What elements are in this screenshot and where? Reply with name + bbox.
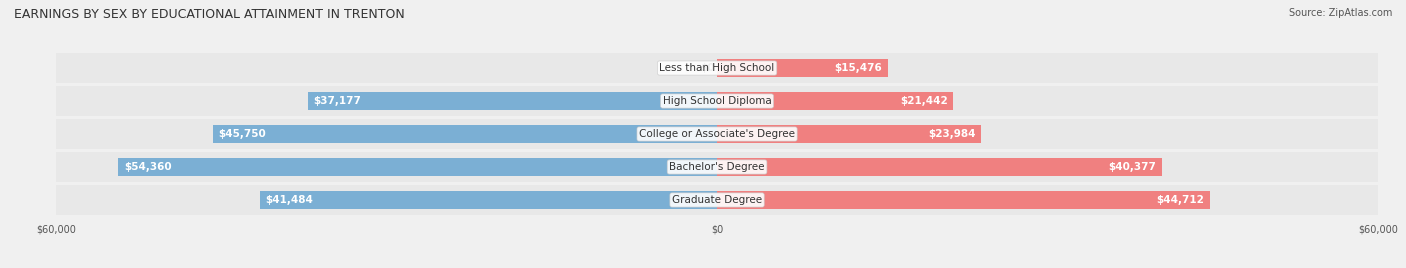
Bar — [717, 158, 1161, 176]
Bar — [308, 92, 717, 110]
Text: High School Diploma: High School Diploma — [662, 96, 772, 106]
Text: $54,360: $54,360 — [124, 162, 172, 172]
Bar — [56, 53, 1378, 83]
Text: $0: $0 — [700, 63, 714, 73]
Bar — [56, 185, 1378, 215]
Text: Less than High School: Less than High School — [659, 63, 775, 73]
Bar — [214, 125, 717, 143]
Text: $41,484: $41,484 — [266, 195, 314, 205]
Text: $45,750: $45,750 — [219, 129, 267, 139]
Text: EARNINGS BY SEX BY EDUCATIONAL ATTAINMENT IN TRENTON: EARNINGS BY SEX BY EDUCATIONAL ATTAINMEN… — [14, 8, 405, 21]
Bar — [717, 191, 1209, 209]
Bar — [56, 119, 1378, 149]
Bar — [56, 86, 1378, 116]
Text: $15,476: $15,476 — [834, 63, 882, 73]
Bar — [118, 158, 717, 176]
Bar — [56, 152, 1378, 182]
Text: Graduate Degree: Graduate Degree — [672, 195, 762, 205]
Text: $21,442: $21,442 — [900, 96, 948, 106]
Text: College or Associate's Degree: College or Associate's Degree — [640, 129, 794, 139]
Text: Source: ZipAtlas.com: Source: ZipAtlas.com — [1288, 8, 1392, 18]
Bar — [717, 125, 981, 143]
Text: $44,712: $44,712 — [1156, 195, 1204, 205]
Text: $23,984: $23,984 — [928, 129, 976, 139]
Bar — [717, 59, 887, 77]
Text: $37,177: $37,177 — [314, 96, 361, 106]
Text: $40,377: $40,377 — [1108, 162, 1156, 172]
Bar — [260, 191, 717, 209]
Text: Bachelor's Degree: Bachelor's Degree — [669, 162, 765, 172]
Bar — [717, 92, 953, 110]
